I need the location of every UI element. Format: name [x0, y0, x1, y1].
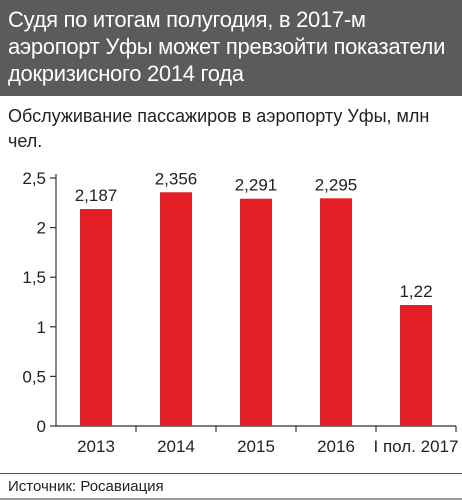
bar: [160, 192, 192, 426]
y-tick-label: 0: [37, 417, 46, 436]
y-tick-label: 2: [37, 219, 46, 238]
source-note: Источник: Росавиация: [8, 478, 164, 495]
source-divider: [0, 473, 462, 474]
y-tick-label: 0,5: [22, 367, 46, 386]
bar: [240, 198, 272, 426]
chart-title: Обслуживание пассажиров в аэропорту Уфы,…: [8, 106, 430, 151]
bar-value-label: 2,295: [315, 175, 358, 194]
bar-value-label: 2,356: [155, 169, 198, 188]
bottom-divider: [0, 498, 462, 500]
x-tick-label: 2016: [317, 437, 355, 456]
x-tick-label: 2015: [237, 437, 275, 456]
bar: [80, 209, 112, 426]
y-tick-label: 1,5: [22, 268, 46, 287]
headline: Судя по итогам полугодия, в 2017-м аэроп…: [8, 7, 446, 86]
bar-value-label: 2,187: [75, 186, 118, 205]
y-tick-label: 2,5: [22, 169, 46, 188]
x-tick-label: 2013: [77, 437, 115, 456]
x-tick-label: I пол. 2017: [374, 437, 459, 456]
bar: [320, 198, 352, 426]
y-tick-label: 1: [37, 318, 46, 337]
x-tick-label: 2014: [157, 437, 195, 456]
bar: [400, 304, 432, 426]
bar-value-label: 2,291: [235, 176, 278, 195]
header-banner: Судя по итогам полугодия, в 2017-м аэроп…: [0, 0, 462, 96]
bar-value-label: 1,22: [399, 282, 432, 301]
bar-chart-svg: 0 0,5 1 1,5 2 2,5 2,187 2013 2,356 2014 2,291 2015 2…: [22, 169, 459, 456]
bar-chart: 0 0,5 1 1,5 2 2,5 2,187 2013 2,356 2014 2,291 2015 2…: [0, 158, 462, 468]
